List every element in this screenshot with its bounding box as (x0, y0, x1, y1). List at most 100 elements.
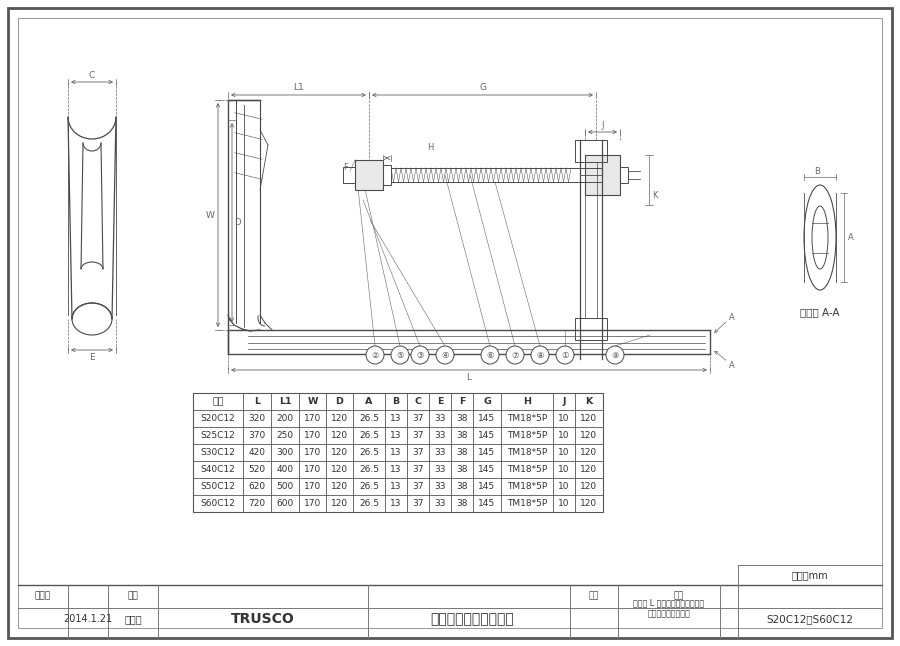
Text: H: H (427, 143, 433, 152)
Text: 120: 120 (580, 482, 598, 491)
Text: ⑨: ⑨ (611, 351, 619, 360)
Text: TM18*5P: TM18*5P (507, 414, 547, 423)
Text: 10: 10 (558, 465, 570, 474)
Text: 10: 10 (558, 431, 570, 440)
Text: 10: 10 (558, 482, 570, 491)
Bar (575, 318, 607, 340)
Text: 37: 37 (412, 465, 424, 474)
Text: J: J (601, 121, 604, 130)
Text: トラスコ中山株式会社: トラスコ中山株式会社 (430, 612, 514, 626)
Text: 37: 37 (412, 499, 424, 508)
Text: A: A (848, 233, 854, 242)
Text: 13: 13 (391, 431, 401, 440)
Text: 品番: 品番 (674, 592, 684, 601)
Text: 33: 33 (434, 431, 446, 440)
Text: 33: 33 (434, 482, 446, 491)
Text: A: A (729, 313, 735, 322)
Text: ③: ③ (416, 351, 424, 360)
Text: 作成日: 作成日 (35, 592, 51, 601)
Text: 検図: 検図 (128, 592, 139, 601)
Text: 13: 13 (391, 482, 401, 491)
Text: 26.5: 26.5 (359, 482, 379, 491)
Text: B: B (392, 397, 400, 406)
Text: 720: 720 (248, 499, 266, 508)
Text: エホマ L 型クランプ（強力型）: エホマ L 型クランプ（強力型） (634, 598, 705, 607)
Text: 10: 10 (558, 499, 570, 508)
Text: 37: 37 (412, 482, 424, 491)
Text: 420: 420 (248, 448, 266, 457)
Text: 120: 120 (580, 431, 598, 440)
Text: 500: 500 (276, 482, 293, 491)
Text: 37: 37 (412, 431, 424, 440)
Text: 33: 33 (434, 499, 446, 508)
Text: 170: 170 (304, 448, 321, 457)
Circle shape (411, 346, 429, 364)
Text: 26.5: 26.5 (359, 431, 379, 440)
Text: 145: 145 (479, 465, 496, 474)
Text: 13: 13 (391, 448, 401, 457)
Text: 200: 200 (276, 414, 293, 423)
Text: 38: 38 (456, 482, 468, 491)
Text: B: B (814, 167, 820, 176)
Circle shape (391, 346, 409, 364)
Text: W: W (307, 397, 318, 406)
Text: 145: 145 (479, 414, 496, 423)
Text: 38: 38 (456, 465, 468, 474)
Bar (383, 165, 391, 185)
Text: C: C (89, 70, 95, 79)
Text: 120: 120 (331, 414, 348, 423)
Text: ⑦: ⑦ (511, 351, 518, 360)
Text: 300: 300 (276, 448, 293, 457)
Text: 170: 170 (304, 482, 321, 491)
Circle shape (606, 346, 624, 364)
Text: A: A (729, 360, 735, 370)
Text: F: F (459, 397, 465, 406)
Text: 120: 120 (331, 499, 348, 508)
Text: G: G (479, 83, 486, 92)
Text: 33: 33 (434, 414, 446, 423)
Text: F: F (344, 163, 348, 171)
Text: 品番: 品番 (212, 397, 224, 406)
Circle shape (556, 346, 574, 364)
Text: E: E (436, 397, 443, 406)
Text: 13: 13 (391, 414, 401, 423)
Text: 120: 120 (331, 448, 348, 457)
Text: TM18*5P: TM18*5P (507, 482, 547, 491)
Text: D: D (336, 397, 344, 406)
Text: 10: 10 (558, 448, 570, 457)
Text: 370: 370 (248, 431, 266, 440)
Text: 250: 250 (276, 431, 293, 440)
Text: 26.5: 26.5 (359, 499, 379, 508)
Text: TM18*5P: TM18*5P (507, 465, 547, 474)
Text: H: H (523, 397, 531, 406)
Text: 38: 38 (456, 499, 468, 508)
Text: 520: 520 (248, 465, 266, 474)
Text: S30C12: S30C12 (201, 448, 236, 457)
Text: 26.5: 26.5 (359, 414, 379, 423)
Text: 断面図 A-A: 断面図 A-A (800, 307, 840, 317)
Text: 120: 120 (331, 465, 348, 474)
Circle shape (531, 346, 549, 364)
Text: K: K (585, 397, 592, 406)
Text: 170: 170 (304, 465, 321, 474)
Text: 145: 145 (479, 482, 496, 491)
Text: K: K (652, 191, 658, 200)
Text: C: C (415, 397, 421, 406)
Text: 37: 37 (412, 414, 424, 423)
Text: 38: 38 (456, 414, 468, 423)
Text: 13: 13 (391, 465, 401, 474)
Text: S20C12～S60C12: S20C12～S60C12 (767, 614, 853, 624)
Circle shape (506, 346, 524, 364)
Text: ⑧: ⑧ (536, 351, 544, 360)
Text: TRUSCO: TRUSCO (231, 612, 295, 626)
Text: S20C12: S20C12 (201, 414, 236, 423)
Text: W: W (205, 211, 214, 220)
Text: G: G (483, 397, 490, 406)
Circle shape (366, 346, 384, 364)
Text: 120: 120 (580, 414, 598, 423)
Text: 170: 170 (304, 431, 321, 440)
Text: S40C12: S40C12 (201, 465, 236, 474)
Text: 600: 600 (276, 499, 293, 508)
Text: 33: 33 (434, 448, 446, 457)
Text: 2014.1.21: 2014.1.21 (63, 614, 112, 624)
